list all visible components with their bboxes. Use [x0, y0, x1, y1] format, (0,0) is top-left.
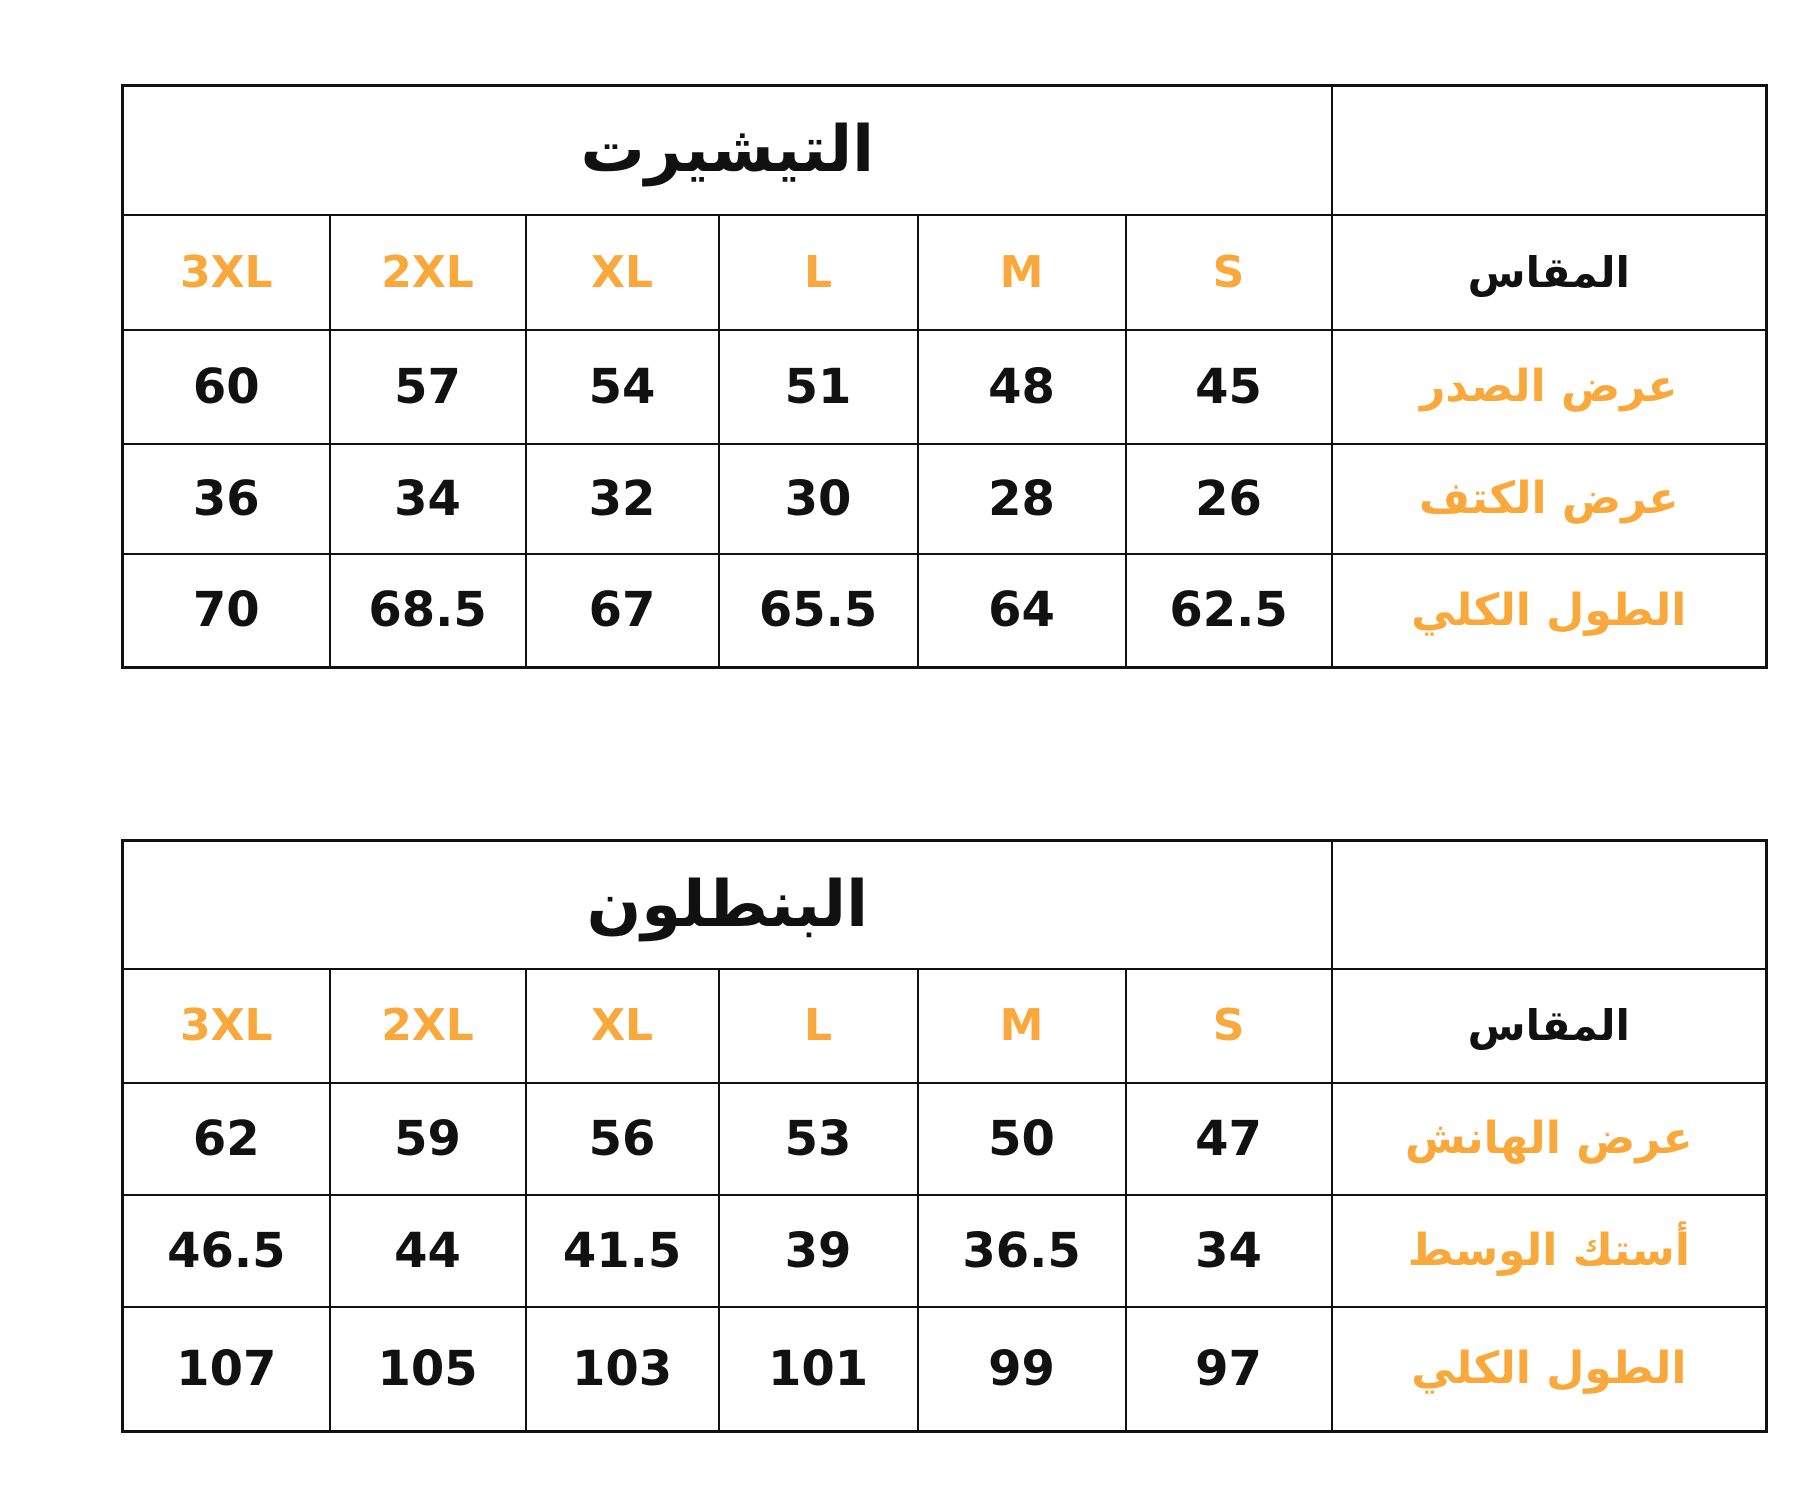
measurement-value: 67 — [524, 552, 720, 669]
measurement-value: 70 — [121, 552, 331, 669]
measurement-value: 64 — [916, 552, 1127, 669]
measurement-row: عرض الكتف 26 28 30 32 34 36 — [121, 442, 1768, 555]
measurement-value: 41.5 — [524, 1193, 720, 1308]
size-3XL: 3XL — [121, 967, 331, 1084]
title-row: البنطلون — [121, 839, 1768, 970]
measurement-value: 36.5 — [916, 1193, 1127, 1308]
size-header-label: المقاس — [1330, 213, 1768, 331]
measurement-value: 53 — [717, 1081, 919, 1196]
measurement-value: 60 — [121, 328, 331, 445]
size-header-row: المقاس S M L XL 2XL 3XL — [121, 213, 1768, 331]
measurement-value: 50 — [916, 1081, 1127, 1196]
measurement-label: عرض الصدر — [1330, 328, 1768, 445]
measurement-row: الطول الكلي 97 99 101 103 105 107 — [121, 1305, 1768, 1433]
measurement-value: 57 — [328, 328, 527, 445]
size-M: M — [916, 967, 1127, 1084]
measurement-value: 97 — [1124, 1305, 1333, 1433]
measurement-value: 48 — [916, 328, 1127, 445]
table-title: البنطلون — [121, 839, 1333, 970]
size-L: L — [717, 967, 919, 1084]
tshirt-size-table: التيشيرت المقاس S M L XL 2XL 3XL عرض الصدر 45 48 51… — [121, 84, 1769, 669]
measurement-row: الطول الكلي 62.5 64 65.5 67 68.5 70 — [121, 552, 1768, 669]
size-S: S — [1124, 967, 1333, 1084]
measurement-value: 99 — [916, 1305, 1127, 1433]
measurement-row: عرض الصدر 45 48 51 54 57 60 — [121, 328, 1768, 445]
size-3XL: 3XL — [121, 213, 331, 331]
measurement-value: 62 — [121, 1081, 331, 1196]
measurement-value: 59 — [328, 1081, 527, 1196]
title-row: التيشيرت — [121, 84, 1768, 216]
measurement-label: الطول الكلي — [1330, 1305, 1768, 1433]
measurement-value: 46.5 — [121, 1193, 331, 1308]
measurement-value: 30 — [717, 442, 919, 555]
measurement-value: 105 — [328, 1305, 527, 1433]
measurement-value: 34 — [1124, 1193, 1333, 1308]
measurement-value: 39 — [717, 1193, 919, 1308]
measurement-value: 28 — [916, 442, 1127, 555]
measurement-row: أستك الوسط 34 36.5 39 41.5 44 46.5 — [121, 1193, 1768, 1308]
measurement-label: عرض الهانش — [1330, 1081, 1768, 1196]
size-M: M — [916, 213, 1127, 331]
size-2XL: 2XL — [328, 213, 527, 331]
size-header-label: المقاس — [1330, 967, 1768, 1084]
measurement-value: 34 — [328, 442, 527, 555]
measurement-value: 107 — [121, 1305, 331, 1433]
measurement-label: أستك الوسط — [1330, 1193, 1768, 1308]
measurement-label: عرض الكتف — [1330, 442, 1768, 555]
size-XL: XL — [524, 967, 720, 1084]
measurement-value: 54 — [524, 328, 720, 445]
measurement-value: 103 — [524, 1305, 720, 1433]
size-XL: XL — [524, 213, 720, 331]
measurement-value: 65.5 — [717, 552, 919, 669]
empty-corner-cell — [1330, 84, 1768, 216]
size-header-row: المقاس S M L XL 2XL 3XL — [121, 967, 1768, 1084]
size-L: L — [717, 213, 919, 331]
size-S: S — [1124, 213, 1333, 331]
measurement-value: 56 — [524, 1081, 720, 1196]
measurement-value: 68.5 — [328, 552, 527, 669]
pants-size-table: البنطلون المقاس S M L XL 2XL 3XL عرض الهانش 47 50 5… — [121, 839, 1769, 1433]
empty-corner-cell — [1330, 839, 1768, 970]
measurement-value: 32 — [524, 442, 720, 555]
measurement-value: 101 — [717, 1305, 919, 1433]
measurement-label: الطول الكلي — [1330, 552, 1768, 669]
measurement-value: 62.5 — [1124, 552, 1333, 669]
size-2XL: 2XL — [328, 967, 527, 1084]
measurement-value: 47 — [1124, 1081, 1333, 1196]
measurement-value: 36 — [121, 442, 331, 555]
measurement-value: 26 — [1124, 442, 1333, 555]
table-title: التيشيرت — [121, 84, 1333, 216]
measurement-value: 45 — [1124, 328, 1333, 445]
measurement-value: 44 — [328, 1193, 527, 1308]
measurement-value: 51 — [717, 328, 919, 445]
measurement-row: عرض الهانش 47 50 53 56 59 62 — [121, 1081, 1768, 1196]
